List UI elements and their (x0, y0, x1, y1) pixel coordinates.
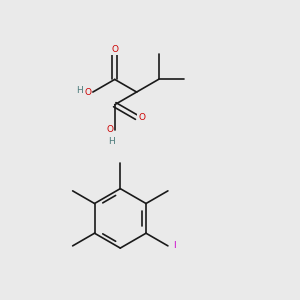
Text: O: O (111, 45, 118, 54)
Text: O: O (106, 125, 113, 134)
Text: O: O (84, 88, 92, 97)
Text: O: O (138, 113, 145, 122)
Text: I: I (173, 242, 176, 250)
Text: H: H (76, 86, 83, 95)
Text: H: H (108, 137, 115, 146)
